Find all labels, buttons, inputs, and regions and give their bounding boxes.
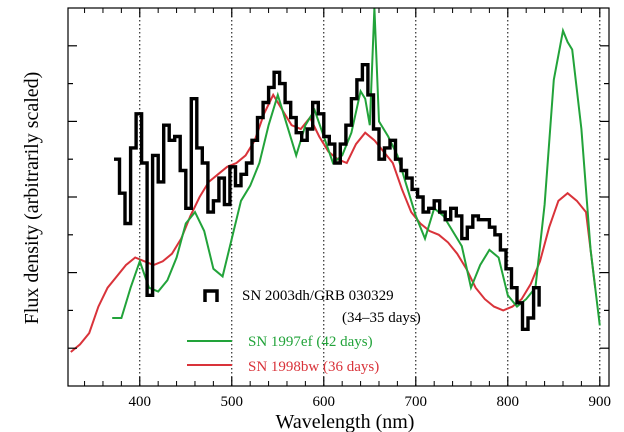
x-tick-label: 400: [129, 394, 152, 410]
legend-label-sn1998bw: SN 1998bw (36 days): [248, 359, 379, 375]
x-tick-label: 700: [405, 394, 428, 410]
series-line-1: [112, 7, 601, 326]
y-axis-title: Flux density (arbitrarily scaled): [21, 72, 43, 325]
legend-marker-sn2003dh: [203, 289, 219, 302]
x-axis-title: Wavelength (nm): [276, 411, 415, 432]
legend-label-sn1997ef: SN 1997ef (42 days): [248, 334, 373, 350]
x-tick-label: 800: [497, 394, 520, 410]
plot-series: [70, 7, 601, 353]
legend: SN 2003dh/GRB 030329 (34–35 days) SN 199…: [187, 288, 421, 375]
x-tick-label: 500: [221, 394, 244, 410]
x-tick-label: 600: [313, 394, 336, 410]
axis-ticks: 400 500 600 700 800 900: [68, 8, 611, 410]
x-tick-label: 900: [589, 394, 612, 410]
grid-lines: [139, 8, 601, 386]
legend-label-sn2003dh: SN 2003dh/GRB 030329: [242, 288, 394, 304]
series-line-0: [114, 63, 541, 331]
legend-sublabel-sn2003dh: (34–35 days): [342, 310, 421, 326]
series-line-2: [70, 92, 597, 353]
